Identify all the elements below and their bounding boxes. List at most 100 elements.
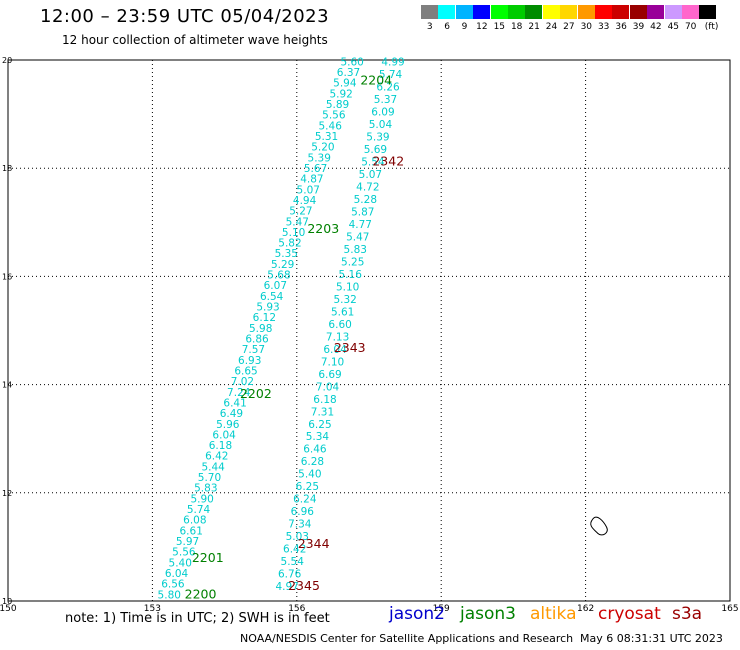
legend-unit: (ft) [704, 22, 719, 32]
wave-height-value: 6.07 [264, 280, 287, 292]
wave-height-value: 5.61 [331, 306, 354, 318]
legend-swatch [455, 5, 473, 19]
wave-height-value: 5.74 [187, 504, 211, 516]
footer-note: note: 1) Time is in UTC; 2) SWH is in fe… [65, 611, 330, 626]
legend-label: 70 [684, 22, 697, 32]
pass-time-label: 2201 [192, 550, 224, 565]
wave-height-value: 5.82 [278, 238, 301, 250]
pass-time-label: 2203 [307, 221, 339, 236]
lon-tick-label: 159 [433, 604, 450, 614]
wave-height-value: 5.67 [304, 163, 327, 175]
pass-time-label: 2202 [240, 386, 272, 401]
lon-tick-label: 165 [721, 604, 738, 614]
wave-height-value: 5.92 [329, 88, 352, 100]
wave-height-value: 6.24 [293, 494, 317, 506]
wave-height-value: 4.72 [356, 181, 379, 193]
wave-height-value: 6.37 [337, 67, 360, 79]
wave-height-value: 5.83 [194, 483, 217, 495]
wave-height-value: 5.27 [289, 206, 312, 218]
legend-swatch [438, 5, 456, 19]
legend-swatch [577, 5, 595, 19]
wave-height-value: 5.98 [249, 323, 272, 335]
legend-label: 27 [563, 22, 575, 32]
wave-height-value: 5.39 [366, 131, 389, 143]
wave-height-value: 7.02 [231, 376, 254, 388]
wave-height-value: 5.28 [354, 194, 377, 206]
wave-height-value: 5.10 [282, 227, 305, 239]
wave-height-value: 5.35 [275, 248, 298, 260]
wave-height-value: 6.28 [301, 456, 324, 468]
wave-height-value: 5.32 [333, 294, 356, 306]
wave-height-value: 5.90 [190, 493, 213, 505]
legend-label: 9 [461, 22, 468, 32]
lon-tick-label: 162 [577, 604, 594, 614]
legend-swatch [595, 5, 612, 19]
wave-height-value: 5.60 [340, 56, 363, 68]
wave-height-value: 4.77 [349, 219, 372, 231]
legend-swatch [629, 5, 647, 19]
legend-swatch [612, 5, 630, 19]
wave-height-value: 7.34 [288, 519, 312, 531]
wave-height-value: 5.10 [336, 281, 359, 293]
satellite-jason3: jason3 [460, 604, 516, 624]
wave-height-value: 6.96 [291, 506, 315, 518]
wave-height-value: 5.46 [319, 120, 343, 132]
wave-height-value: 5.74 [379, 69, 403, 81]
wave-height-value: 6.54 [260, 291, 284, 303]
wave-height-value: 6.76 [278, 569, 302, 581]
wave-height-value: 5.80 [158, 589, 181, 601]
wave-height-value: 5.39 [308, 152, 331, 164]
legend-label: 33 [597, 22, 610, 32]
lon-tick-label: 156 [288, 604, 305, 614]
satellite-s3a: s3a [672, 604, 703, 624]
wave-height-value: 6.65 [234, 365, 257, 377]
legend-label: 39 [632, 22, 645, 32]
wave-height-value: 5.40 [169, 557, 192, 569]
legend-label: 3 [426, 22, 433, 32]
legend-swatch [560, 5, 578, 19]
legend-swatch [490, 5, 508, 19]
wave-height-value: 6.09 [371, 106, 394, 118]
pass-time-label: 2344 [298, 536, 330, 551]
map-title: 12:00 – 23:59 UTC 05/04/2023 [40, 6, 330, 27]
satellite-jason2: jason2 [389, 604, 445, 624]
lat-tick-label: 20 [2, 56, 12, 65]
legend-label: 21 [528, 22, 540, 32]
wave-height-value: 5.93 [256, 302, 279, 314]
wave-height-value: 5.54 [361, 156, 385, 168]
wave-height-value: 7.24 [227, 387, 251, 399]
wave-height-value: 5.07 [297, 184, 320, 196]
wave-height-value: 5.07 [359, 169, 382, 181]
wave-height-value: 4.99 [381, 56, 404, 68]
legend-label: 6 [444, 22, 450, 32]
lat-tick-label: 16 [2, 272, 12, 281]
wave-height-value: 5.97 [176, 536, 199, 548]
lat-tick-label: 14 [2, 381, 12, 390]
legend-label: 12 [476, 22, 488, 32]
wave-height-value: 7.57 [242, 344, 265, 356]
wave-height-value: 5.31 [315, 131, 338, 143]
wave-height-value: 5.83 [344, 244, 367, 256]
wave-height-value: 5.69 [364, 144, 387, 156]
footer-credit: NOAA/NESDIS Center for Satellite Applica… [240, 632, 574, 645]
wave-height-value: 7.04 [316, 381, 340, 393]
wave-height-value: 7.31 [311, 406, 334, 418]
wave-height-value: 5.70 [198, 472, 221, 484]
wave-height-value: 6.41 [223, 397, 246, 409]
legend-swatch [542, 5, 560, 19]
pass-time-label: 2345 [288, 578, 320, 593]
lat-tick-label: 12 [2, 489, 12, 498]
wave-height-value: 5.56 [172, 547, 196, 559]
wave-height-value: 6.69 [318, 369, 341, 381]
lon-tick-label: 153 [144, 604, 161, 614]
wave-height-value: 5.25 [341, 256, 364, 268]
legend-label: 18 [510, 22, 523, 32]
wave-height-value: 5.44 [201, 461, 225, 473]
wave-height-value: 6.56 [161, 579, 185, 591]
wave-height-value: 6.25 [308, 419, 331, 431]
wave-height-value: 7.10 [321, 356, 344, 368]
wave-height-value: 6.18 [209, 440, 232, 452]
legend-swatch [473, 5, 491, 19]
wave-height-value: 4.97 [275, 581, 298, 593]
